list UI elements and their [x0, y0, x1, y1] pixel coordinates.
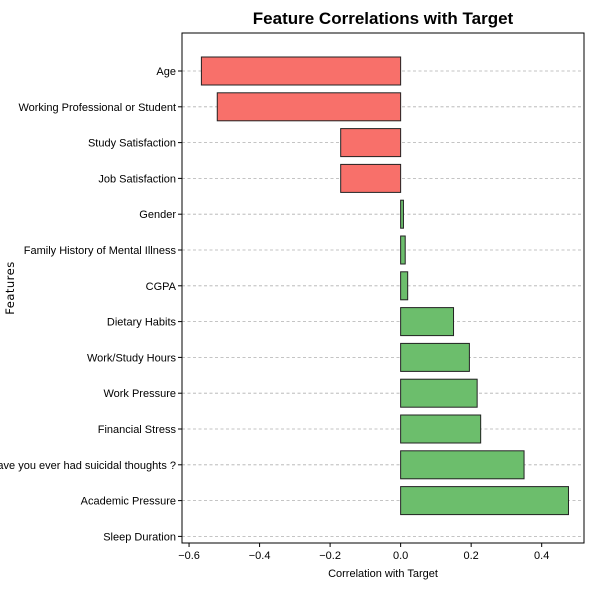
y-tick-label: Job Satisfaction [98, 173, 176, 185]
bar-have-you-ever-had-suicidal-thoughts [400, 450, 525, 480]
bar-job-satisfaction [340, 163, 402, 193]
x-axis-label: Correlation with Target [328, 568, 438, 580]
y-tick-labels: Age Working Professional or Student Study … [0, 66, 182, 543]
x-tick-label: 0.0 [393, 550, 408, 562]
y-tick-label: Family History of Mental Illness [24, 245, 177, 257]
y-tick-label: Financial Stress [98, 424, 177, 436]
y-tick-label: Work/Study Hours [87, 352, 177, 364]
y-tick-label: CGPA [146, 281, 177, 293]
y-axis-label: Features [3, 261, 17, 314]
y-tick-label: Work Pressure [103, 388, 176, 400]
bar-work-study-hours [400, 342, 470, 372]
y-tick-label: Study Satisfaction [88, 138, 176, 150]
x-tick-label: −0.4 [249, 550, 271, 562]
bar-academic-pressure [400, 486, 569, 516]
x-tick-label: −0.2 [319, 550, 341, 562]
y-tick-label: Academic Pressure [81, 496, 176, 508]
y-tick-label: Have you ever had suicidal thoughts ? [0, 460, 176, 472]
bar-work-pressure [400, 378, 478, 408]
bar-cgpa [400, 271, 409, 301]
y-tick-label: Dietary Habits [107, 317, 177, 329]
bar-dietary-habits [400, 307, 455, 337]
bar-working-professional-or-student [216, 92, 402, 122]
bar-gender [400, 199, 404, 229]
y-tick-label: Sleep Duration [103, 531, 176, 543]
y-tick-label: Working Professional or Student [18, 102, 176, 114]
bars-group [200, 56, 569, 516]
x-tick-label: 0.4 [534, 550, 549, 562]
plot-frame [181, 32, 585, 544]
y-tick-label: Gender [139, 209, 176, 221]
x-tick-label: 0.2 [464, 550, 479, 562]
y-tick-label: Age [156, 66, 176, 78]
bar-age [200, 56, 402, 86]
bar-study-satisfaction [340, 128, 402, 158]
bar-financial-stress [400, 414, 482, 444]
bar-family-history-of-mental-illness [400, 235, 406, 265]
x-tick-labels: −0.6 −0.4 −0.2 0.0 0.2 0.4 [178, 543, 549, 562]
x-tick-label: −0.6 [178, 550, 200, 562]
chart-title: Feature Correlations with Target [253, 9, 514, 28]
